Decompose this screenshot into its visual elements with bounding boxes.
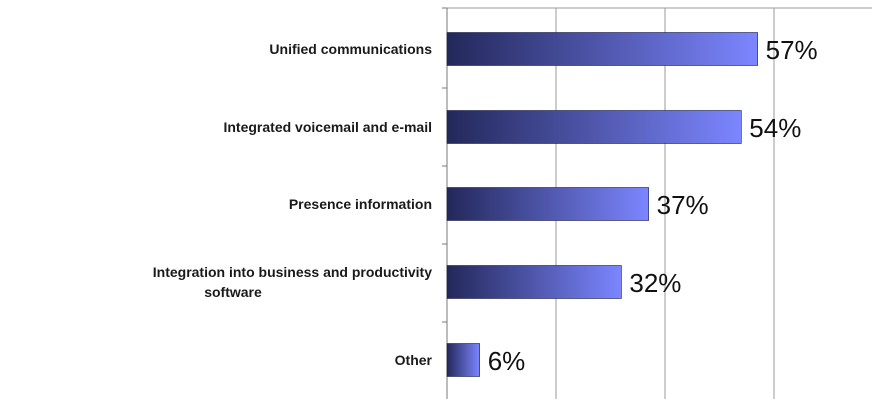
value-label: 32% — [629, 268, 681, 298]
category-label: Integration into business and productivi… — [153, 264, 432, 300]
category-label: Other — [395, 352, 433, 368]
value-label: 54% — [749, 113, 801, 143]
bar — [446, 187, 649, 221]
bar — [446, 343, 481, 377]
value-labels: 57% 54% 37% 32% 6% — [488, 35, 818, 376]
category-label: Presence information — [289, 196, 432, 212]
value-label: 37% — [657, 190, 709, 220]
value-label: 57% — [766, 35, 818, 65]
category-axis — [442, 7, 448, 399]
bar — [446, 32, 758, 66]
category-label: Integrated voicemail and e-mail — [223, 119, 432, 135]
bar — [446, 110, 742, 144]
category-labels: Unified communications Integrated voicema… — [153, 41, 433, 368]
value-label: 6% — [488, 346, 526, 376]
category-label: Unified communications — [269, 41, 432, 57]
bars — [446, 32, 758, 377]
bar — [446, 265, 622, 299]
